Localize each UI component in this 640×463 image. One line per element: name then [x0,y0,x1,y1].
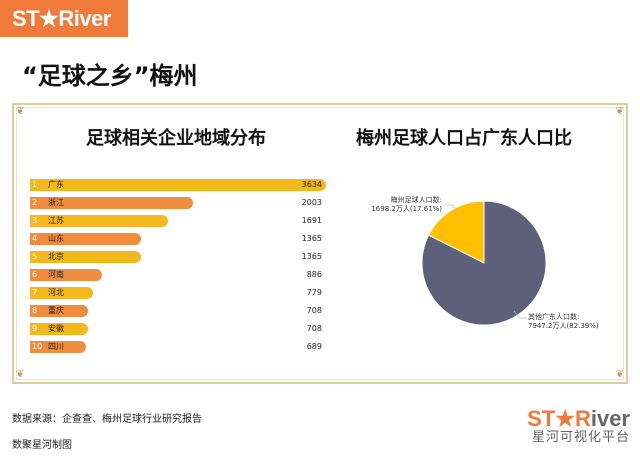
footer-logo-subtitle: 星河可视化平台 [531,430,630,445]
bar-row: 3 江苏 1691 [30,215,326,227]
footer-logo: ST★River 星河可视化平台 [527,408,630,446]
bar [30,251,142,263]
bar-value-label: 1365 [301,252,322,261]
bar-category-label: 安徽 [48,324,64,333]
pie-slice [421,200,547,326]
page-title: “足球之乡”梅州 [22,62,198,90]
pie-label-meizhou: 梅州足球人口数: 1698.2万人(17.61%) [362,196,442,214]
bar-category-label: 重庆 [48,306,64,315]
bar-value-label: 708 [306,324,322,333]
bar [30,179,326,191]
pie-leader-line [513,310,527,319]
bar [30,215,168,227]
bar [30,341,87,353]
bar-value-label: 779 [306,288,322,297]
bar [30,305,88,317]
bar [30,269,103,281]
data-source: 数据来源：企查查、梅州足球行业研究报告 [12,414,202,425]
pie-label-name: 梅州足球人口数: [390,196,442,204]
corner-ornament-icon: ❦ [615,369,624,380]
bar-rank: 6 [32,270,38,279]
bar-rank: 2 [32,198,38,207]
bar-category-label: 广东 [48,180,64,189]
bar-rank: 3 [32,216,38,225]
pie-chart-title: 梅州足球人口占广东人口比 [356,128,572,149]
bar [30,197,194,209]
bar-row-text: 5 北京 1365 [30,251,326,263]
bar-rank: 5 [32,252,38,261]
bar-value-label: 1691 [301,216,322,225]
bar-value-label: 2003 [301,198,322,207]
pie-slice [427,200,485,264]
bar [30,233,142,245]
bar-value-label: 1365 [301,234,322,243]
bar-row: 1 广东 3634 [30,179,326,191]
bar-category-label: 河南 [48,270,64,279]
bar-row-text: 6 河南 886 [30,269,326,281]
corner-ornament-icon: ❦ [16,106,25,117]
bar [30,287,94,299]
bar-rank: 9 [32,324,38,333]
bar-row-text: 3 江苏 1691 [30,215,326,227]
bar-category-label: 浙江 [48,198,64,207]
bar-chart-title: 足球相关企业地域分布 [86,128,266,149]
bar-row-text: 4 山东 1365 [30,233,326,245]
bar-value-label: 689 [306,342,322,351]
bar-category-label: 江苏 [48,216,64,225]
bar-row-text: 7 河北 779 [30,287,326,299]
bar-row: 5 北京 1365 [30,251,326,263]
credit: 数聚星河制图 [12,440,72,451]
bar-rank: 4 [32,234,38,243]
footer-logo-st: ST★R [527,406,591,431]
footer-logo-iver: iver [590,406,630,431]
bar-category-label: 山东 [48,234,64,243]
bar-row: 8 重庆 708 [30,305,326,317]
bar-row: 7 河北 779 [30,287,326,299]
bar-row-text: 2 浙江 2003 [30,197,326,209]
bar-rank: 8 [32,306,38,315]
pie-label-other: 其他广东人口数: 7947.2万人(82.39%) [528,313,599,331]
corner-ornament-icon: ❦ [615,106,624,117]
bar-rank: 1 [32,180,38,189]
bar-row: 9 安徽 708 [30,323,326,335]
bar-category-label: 北京 [48,252,64,261]
pie-label-value: 1698.2万人(17.61%) [371,205,442,213]
bar-category-label: 四川 [48,342,64,351]
pie-label-name: 其他广东人口数: [528,313,580,321]
bar-category-label: 河北 [48,288,64,297]
bar-rank: 7 [32,288,38,297]
bar-row: 4 山东 1365 [30,233,326,245]
pie-leader-line [444,204,459,213]
corner-ornament-icon: ❦ [16,369,25,380]
bar-row-text: 10 四川 689 [30,341,326,353]
bar [30,323,88,335]
bar-value-label: 708 [306,306,322,315]
pie-chart [421,200,547,326]
logo: ST★River [0,0,128,37]
bar-row-text: 8 重庆 708 [30,305,326,317]
pie-label-value: 7947.2万人(82.39%) [528,322,599,330]
bar-row: 6 河南 886 [30,269,326,281]
bar-row: 2 浙江 2003 [30,197,326,209]
bar-row-text: 9 安徽 708 [30,323,326,335]
bar-row: 10 四川 689 [30,341,326,353]
bar-row-text: 1 广东 3634 [30,179,326,191]
bar-rank: 10 [32,342,43,351]
chart-frame: ❦ ❦ ❦ ❦ [12,103,628,384]
bar-value-label: 886 [306,270,322,279]
bar-value-label: 3634 [301,180,322,189]
